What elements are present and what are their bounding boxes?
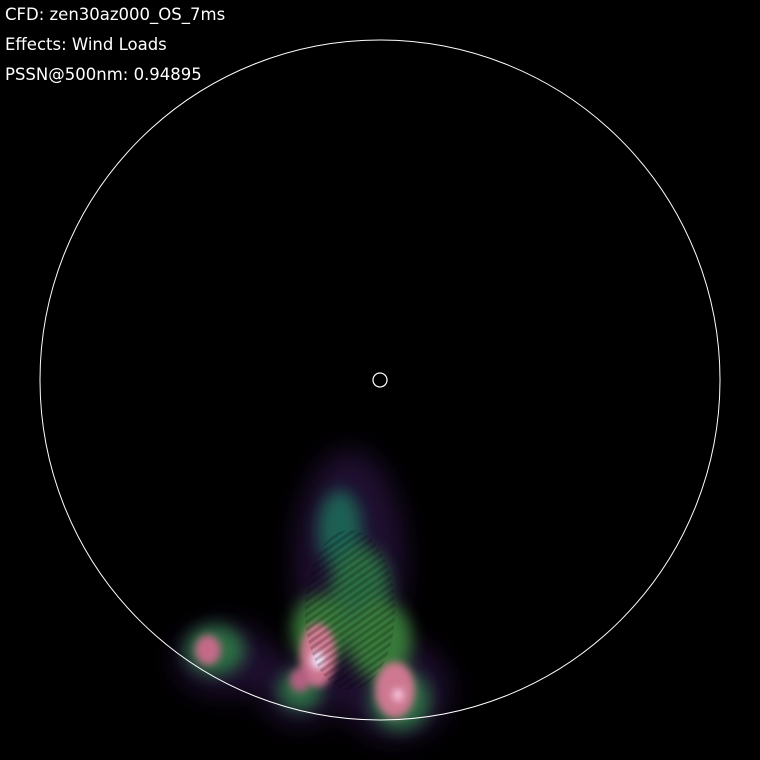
cfd-label: CFD: zen30az000_OS_7ms <box>5 5 226 24</box>
effects-label: Effects: Wind Loads <box>5 35 167 54</box>
psf-fringes <box>305 530 395 690</box>
center-circle <box>372 372 388 388</box>
pssn-label: PSSN@500nm: 0.94895 <box>5 65 202 84</box>
outer-circle <box>39 39 721 721</box>
